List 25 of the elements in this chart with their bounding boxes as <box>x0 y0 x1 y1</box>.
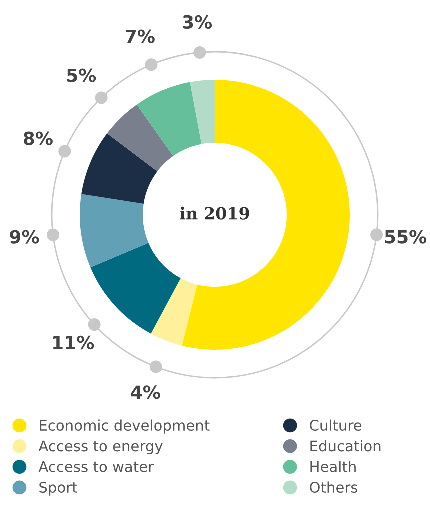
text: in 2019 <box>180 206 250 220</box>
legend-label: Health <box>310 461 356 472</box>
legend-label: Education <box>310 440 381 452</box>
donut-slice <box>151 278 198 346</box>
legend-label: Others <box>310 482 358 494</box>
donut-slice <box>82 134 158 204</box>
legend-label: Access to energy <box>38 440 163 455</box>
data-label: 7% <box>126 30 155 44</box>
legend-label: Economic development <box>40 420 210 434</box>
donut-slice <box>137 82 202 156</box>
data-label: 55% <box>385 230 427 244</box>
data-label: 4% <box>131 386 160 400</box>
data-label: 8% <box>24 132 53 146</box>
donut-slice <box>182 80 350 350</box>
data-label: 9% <box>10 230 40 244</box>
donut-slice <box>80 194 149 268</box>
legend-label: Access to water <box>38 462 154 472</box>
donut-slice <box>190 80 215 144</box>
legend-label: Culture <box>310 420 362 432</box>
legend-label: Sport <box>40 482 78 496</box>
donut-slice <box>107 104 174 172</box>
donut-slice <box>90 243 181 334</box>
data-label: 3% <box>183 15 212 30</box>
data-label: 11% <box>54 336 94 350</box>
data-label: 5% <box>67 68 96 82</box>
